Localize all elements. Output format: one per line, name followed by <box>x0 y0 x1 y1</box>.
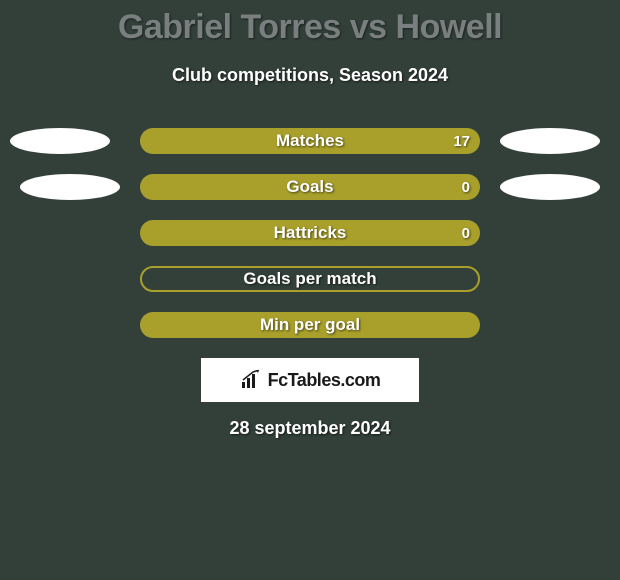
chart-icon <box>240 370 264 390</box>
stat-row: Matches 17 <box>0 128 620 154</box>
stat-value: 0 <box>462 225 470 242</box>
stat-bar-hattricks: Hattricks 0 <box>140 220 480 246</box>
stat-bar-min-per-goal: Min per goal <box>140 312 480 338</box>
left-indicator-ellipse <box>20 174 120 200</box>
stat-bar-matches: Matches 17 <box>140 128 480 154</box>
stat-label: Matches <box>276 131 344 151</box>
logo-box: FcTables.com <box>201 358 419 402</box>
right-indicator-ellipse <box>500 174 600 200</box>
stat-label: Hattricks <box>274 223 347 243</box>
right-indicator-ellipse <box>500 128 600 154</box>
stat-value: 0 <box>462 179 470 196</box>
stat-row: Goals per match <box>0 266 620 292</box>
stat-value: 17 <box>453 133 470 150</box>
left-indicator-ellipse <box>10 128 110 154</box>
stat-bar-goals: Goals 0 <box>140 174 480 200</box>
stat-row: Min per goal <box>0 312 620 338</box>
stat-label: Goals per match <box>243 269 376 289</box>
logo: FcTables.com <box>240 370 381 391</box>
stat-label: Min per goal <box>260 315 360 335</box>
stat-label: Goals <box>286 177 333 197</box>
stat-row: Hattricks 0 <box>0 220 620 246</box>
date-text: 28 september 2024 <box>0 418 620 439</box>
page-subtitle: Club competitions, Season 2024 <box>0 65 620 86</box>
stats-container: Matches 17 Goals 0 Hattricks 0 Goals per… <box>0 128 620 338</box>
stat-bar-goals-per-match: Goals per match <box>140 266 480 292</box>
page-title: Gabriel Torres vs Howell <box>0 0 620 47</box>
stat-row: Goals 0 <box>0 174 620 200</box>
logo-text: FcTables.com <box>268 370 381 391</box>
